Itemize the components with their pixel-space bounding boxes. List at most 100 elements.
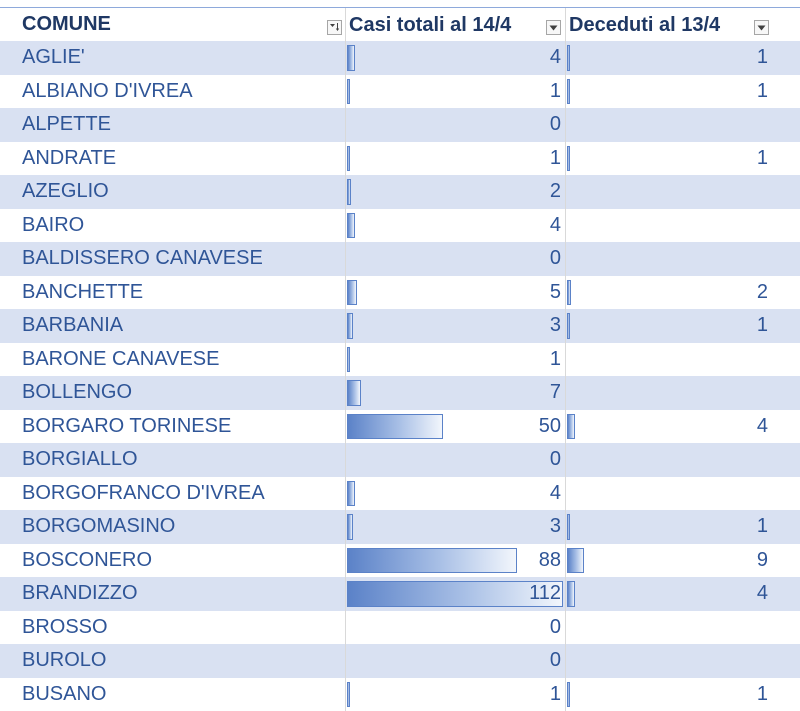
cell-comune[interactable]: BORGOFRANCO D'IVREA (0, 477, 345, 511)
cell-casi[interactable]: 0 (345, 108, 565, 142)
table-row[interactable]: AZEGLIO 2 (0, 175, 800, 209)
cell-deceduti[interactable]: 1 (565, 510, 800, 544)
table-row[interactable]: BORGOMASINO 3 1 (0, 510, 800, 544)
cell-comune[interactable]: BORGIALLO (0, 443, 345, 477)
cell-deceduti[interactable] (565, 108, 800, 142)
comune-name: BUSANO (22, 682, 107, 705)
data-bar (347, 78, 350, 104)
casi-value: 1 (549, 79, 561, 102)
data-bar (347, 413, 443, 439)
cell-casi[interactable]: 0 (345, 644, 565, 678)
data-bar (347, 45, 355, 71)
cell-casi[interactable]: 0 (345, 242, 565, 276)
cell-comune[interactable]: BAIRO (0, 209, 345, 243)
cell-deceduti[interactable]: 4 (565, 577, 800, 611)
header-cell-deceduti[interactable]: Deceduti al 13/4 (565, 8, 800, 41)
data-bar (347, 179, 351, 205)
cell-deceduti[interactable]: 1 (565, 75, 800, 109)
cell-comune[interactable]: BARONE CANAVESE (0, 343, 345, 377)
table-row[interactable]: BALDISSERO CANAVESE 0 (0, 242, 800, 276)
table-row[interactable]: ALBIANO D'IVREA 1 1 (0, 74, 800, 109)
cell-comune[interactable]: BALDISSERO CANAVESE (0, 242, 345, 276)
table-row[interactable]: BROSSO 0 (0, 610, 800, 645)
cell-casi[interactable]: 50 (345, 410, 565, 444)
cell-casi[interactable]: 4 (345, 41, 565, 75)
cell-casi[interactable]: 0 (345, 611, 565, 645)
casi-value: 3 (549, 515, 561, 538)
cell-comune[interactable]: ALPETTE (0, 108, 345, 142)
cell-casi[interactable]: 1 (345, 142, 565, 176)
casi-value: 1 (549, 146, 561, 169)
cell-casi[interactable]: 1 (345, 678, 565, 711)
cell-deceduti[interactable] (565, 175, 800, 209)
cell-comune[interactable]: BOLLENGO (0, 376, 345, 410)
table-row[interactable]: BOLLENGO 7 (0, 376, 800, 410)
cell-casi[interactable]: 1 (345, 75, 565, 109)
cell-deceduti[interactable]: 4 (565, 410, 800, 444)
cell-deceduti[interactable]: 1 (565, 41, 800, 75)
cell-deceduti[interactable] (565, 376, 800, 410)
cell-comune[interactable]: AGLIE' (0, 41, 345, 75)
cell-comune[interactable]: BOSCONERO (0, 544, 345, 578)
cell-comune[interactable]: BANCHETTE (0, 276, 345, 310)
dropdown-arrow-icon[interactable] (546, 20, 561, 35)
cell-deceduti[interactable] (565, 343, 800, 377)
table-row[interactable]: BAIRO 4 (0, 208, 800, 243)
cell-comune[interactable]: BROSSO (0, 611, 345, 645)
cell-casi[interactable]: 1 (345, 343, 565, 377)
cell-deceduti[interactable]: 1 (565, 142, 800, 176)
cell-comune[interactable]: BUROLO (0, 644, 345, 678)
header-cell-comune[interactable]: COMUNE (0, 8, 345, 41)
data-bar (347, 514, 353, 540)
table-row[interactable]: BORGOFRANCO D'IVREA 4 (0, 476, 800, 511)
cell-casi[interactable]: 112 (345, 577, 565, 611)
cell-casi[interactable]: 3 (345, 309, 565, 343)
table-row[interactable]: BUSANO 1 1 (0, 677, 800, 711)
cell-deceduti[interactable] (565, 611, 800, 645)
table-row[interactable]: BARBANIA 3 1 (0, 309, 800, 343)
filter-sort-icon[interactable] (327, 20, 342, 35)
cell-deceduti[interactable]: 1 (565, 678, 800, 711)
cell-comune[interactable]: ALBIANO D'IVREA (0, 75, 345, 109)
cell-casi[interactable]: 4 (345, 209, 565, 243)
table-row[interactable]: BARONE CANAVESE 1 (0, 342, 800, 377)
cell-casi[interactable]: 88 (345, 544, 565, 578)
cell-comune[interactable]: BRANDIZZO (0, 577, 345, 611)
cell-comune[interactable]: BUSANO (0, 678, 345, 711)
cell-deceduti[interactable] (565, 209, 800, 243)
cell-comune[interactable]: BORGOMASINO (0, 510, 345, 544)
cell-comune[interactable]: ANDRATE (0, 142, 345, 176)
table-row[interactable]: BORGARO TORINESE 50 4 (0, 409, 800, 444)
cell-comune[interactable]: AZEGLIO (0, 175, 345, 209)
cell-casi[interactable]: 0 (345, 443, 565, 477)
cell-comune[interactable]: BORGARO TORINESE (0, 410, 345, 444)
cell-casi[interactable]: 5 (345, 276, 565, 310)
comune-name: BORGOFRANCO D'IVREA (22, 481, 265, 504)
cell-casi[interactable]: 7 (345, 376, 565, 410)
table-row[interactable]: ANDRATE 1 1 (0, 141, 800, 176)
table-row[interactable]: BANCHETTE 5 2 (0, 275, 800, 310)
cell-deceduti[interactable] (565, 644, 800, 678)
casi-value: 1 (549, 682, 561, 705)
cell-casi[interactable]: 2 (345, 175, 565, 209)
comune-name: BUROLO (22, 649, 107, 672)
cell-casi[interactable]: 3 (345, 510, 565, 544)
cell-deceduti[interactable] (565, 242, 800, 276)
cell-deceduti[interactable]: 9 (565, 544, 800, 578)
table-row[interactable]: BORGIALLO 0 (0, 443, 800, 477)
casi-value: 3 (549, 314, 561, 337)
table-row[interactable]: BUROLO 0 (0, 644, 800, 678)
table-row[interactable]: AGLIE' 4 1 (0, 41, 800, 75)
dropdown-arrow-icon[interactable] (754, 20, 769, 35)
table-row[interactable]: BOSCONERO 88 9 (0, 543, 800, 578)
cell-deceduti[interactable] (565, 477, 800, 511)
cell-comune[interactable]: BARBANIA (0, 309, 345, 343)
data-bar (347, 313, 353, 339)
cell-deceduti[interactable]: 1 (565, 309, 800, 343)
table-row[interactable]: ALPETTE 0 (0, 108, 800, 142)
cell-casi[interactable]: 4 (345, 477, 565, 511)
cell-deceduti[interactable] (565, 443, 800, 477)
table-row[interactable]: BRANDIZZO 112 4 (0, 577, 800, 611)
header-cell-casi[interactable]: Casi totali al 14/4 (345, 8, 565, 41)
cell-deceduti[interactable]: 2 (565, 276, 800, 310)
